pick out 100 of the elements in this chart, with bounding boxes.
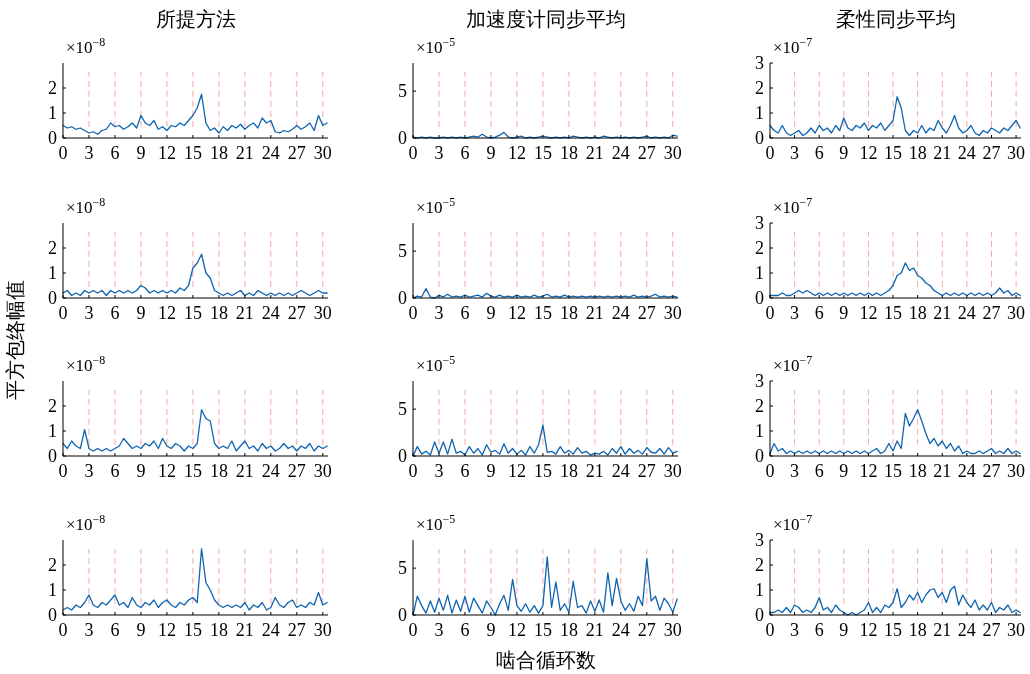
x-tick-label: 15 xyxy=(183,620,202,640)
y-tick-label: 0 xyxy=(48,605,57,625)
x-tick-label: 18 xyxy=(209,620,228,640)
x-tick-label: 6 xyxy=(814,303,824,323)
y-tick-label: 1 xyxy=(48,580,57,600)
x-tick-label: 24 xyxy=(261,461,280,481)
x-tick-label: 21 xyxy=(585,620,604,640)
x-tick-label: 18 xyxy=(209,461,228,481)
x-tick-label: 3 xyxy=(84,620,94,640)
text: ×10$^{−8}$ xyxy=(66,353,106,375)
x-tick-label: 6 xyxy=(460,620,470,640)
x-tick-label: 27 xyxy=(637,461,656,481)
x-tick-label: 30 xyxy=(313,620,332,640)
x-tick-label: 15 xyxy=(183,303,202,323)
x-tick-label: 24 xyxy=(957,143,976,163)
x-tick-label: 18 xyxy=(559,620,578,640)
x-tick-label: 6 xyxy=(814,620,824,640)
x-tick-label: 21 xyxy=(585,461,604,481)
x-tick-label: 15 xyxy=(533,143,552,163)
text: ×10$^{−7}$ xyxy=(773,195,813,217)
y-tick-label: 5 xyxy=(398,241,407,262)
x-tick-label: 21 xyxy=(585,143,604,163)
x-tick-label: 27 xyxy=(982,620,1001,640)
x-tick-label: 24 xyxy=(611,461,630,481)
x-tick-label: 18 xyxy=(559,461,578,481)
x-tick-label: 27 xyxy=(982,143,1001,163)
y-tick-label: 0 xyxy=(48,128,57,148)
x-tick-label: 12 xyxy=(507,143,526,163)
x-tick-label: 18 xyxy=(559,143,578,163)
y-tick-label: 2 xyxy=(48,78,57,98)
x-tick-label: 27 xyxy=(287,303,306,323)
x-tick-label: 24 xyxy=(261,303,280,323)
x-tick-label: 12 xyxy=(859,620,878,640)
x-tick-label: 9 xyxy=(839,143,849,163)
x-tick-label: 15 xyxy=(183,461,202,481)
x-tick-label: 24 xyxy=(611,143,630,163)
x-tick-label: 21 xyxy=(235,461,254,481)
x-tick-label: 30 xyxy=(1007,461,1026,481)
text: ×10$^{−5}$ xyxy=(416,195,456,217)
x-tick-label: 21 xyxy=(933,143,952,163)
x-tick-label: 18 xyxy=(908,143,927,163)
text: ×10$^{−8}$ xyxy=(66,35,106,57)
x-tick-label: 6 xyxy=(460,303,470,323)
x-tick-label: 12 xyxy=(157,143,176,163)
y-tick-label: 5 xyxy=(398,399,407,420)
x-tick-label: 15 xyxy=(533,303,552,323)
x-tick-label: 24 xyxy=(261,143,280,163)
x-tick-label: 24 xyxy=(611,303,630,323)
text: ×10$^{−7}$ xyxy=(773,512,813,534)
x-tick-label: 9 xyxy=(136,620,146,640)
x-tick-label: 6 xyxy=(814,143,824,163)
x-tick-label: 30 xyxy=(313,303,332,323)
text: ×10$^{−5}$ xyxy=(416,35,456,57)
x-tick-label: 3 xyxy=(434,143,444,163)
y-tick-label: 1 xyxy=(755,421,764,441)
y-tick-label: 1 xyxy=(755,103,764,123)
x-tick-label: 27 xyxy=(982,303,1001,323)
y-tick-label: 2 xyxy=(755,396,764,416)
x-tick-label: 30 xyxy=(663,303,682,323)
x-tick-label: 27 xyxy=(982,461,1001,481)
x-tick-label: 12 xyxy=(507,303,526,323)
x-tick-label: 18 xyxy=(908,303,927,323)
x-tick-label: 15 xyxy=(533,461,552,481)
x-tick-label: 21 xyxy=(235,620,254,640)
x-tick-label: 12 xyxy=(157,303,176,323)
text: ×10$^{−7}$ xyxy=(773,35,813,57)
y-tick-label: 1 xyxy=(48,263,57,283)
line-series xyxy=(62,93,328,135)
x-tick-label: 12 xyxy=(859,143,878,163)
x-tick-label: 3 xyxy=(434,303,444,323)
x-tick-label: 30 xyxy=(1007,303,1026,323)
x-tick-label: 24 xyxy=(261,620,280,640)
chart-title: 柔性同步平均 xyxy=(835,8,956,30)
text: ×10$^{−8}$ xyxy=(66,195,106,217)
y-tick-label: 2 xyxy=(755,78,764,98)
line-series xyxy=(62,548,328,611)
x-tick-label: 9 xyxy=(136,303,146,323)
x-tick-label: 27 xyxy=(637,143,656,163)
x-tick-label: 30 xyxy=(1007,620,1026,640)
chart-title: 所提方法 xyxy=(155,8,236,30)
y-tick-label: 5 xyxy=(398,81,407,102)
y-tick-label: 2 xyxy=(48,238,57,258)
y-tick-label: 0 xyxy=(755,128,764,148)
x-tick-label: 21 xyxy=(933,620,952,640)
x-tick-label: 9 xyxy=(839,461,849,481)
x-tick-label: 6 xyxy=(814,461,824,481)
x-tick-label: 9 xyxy=(136,461,146,481)
y-tick-label: 2 xyxy=(755,238,764,258)
x-tick-label: 9 xyxy=(486,303,496,323)
text: ×10$^{−8}$ xyxy=(66,512,106,534)
y-tick-label: 0 xyxy=(755,446,764,466)
x-tick-label: 3 xyxy=(790,303,800,323)
x-tick-label: 27 xyxy=(637,620,656,640)
text: ×10$^{−5}$ xyxy=(416,512,456,534)
y-tick-label: 0 xyxy=(48,446,57,466)
y-tick-label: 3 xyxy=(755,213,764,233)
x-tick-label: 6 xyxy=(110,303,120,323)
x-tick-label: 15 xyxy=(884,303,903,323)
x-tick-label: 30 xyxy=(313,461,332,481)
x-tick-label: 3 xyxy=(434,620,444,640)
